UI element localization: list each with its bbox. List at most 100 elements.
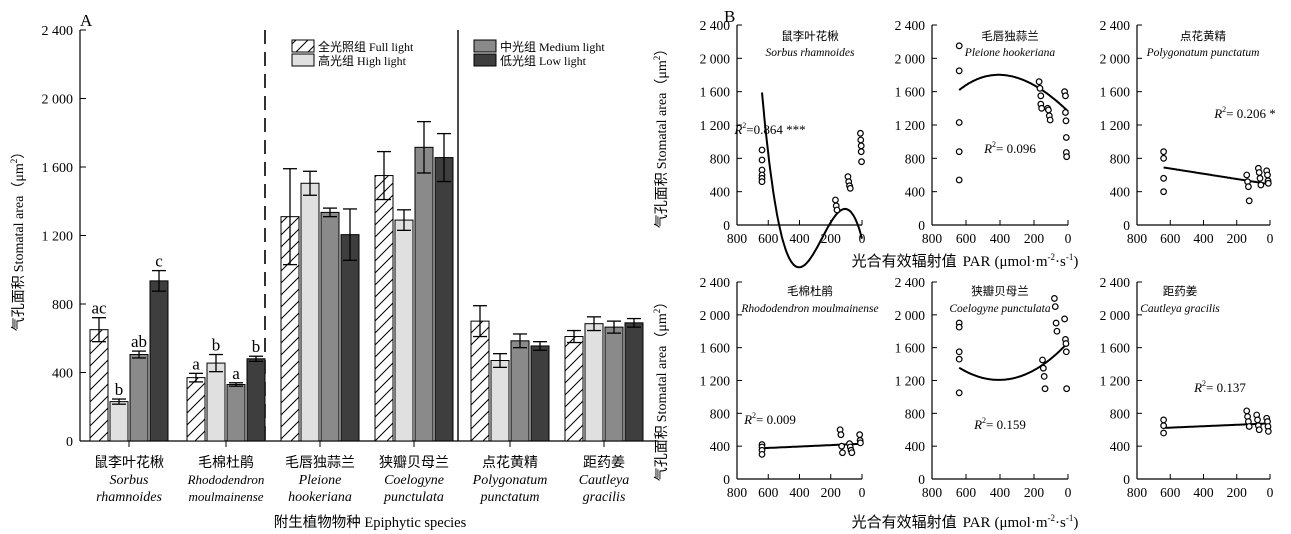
- panel-b: B 气孔面积Stomatal area（μm2） 气孔面积Stomatal ar…: [652, 7, 1276, 531]
- y-tick-label: 2 000: [700, 308, 731, 323]
- x-tick-label: 200: [1227, 485, 1248, 500]
- y-tick-label: 1 600: [895, 85, 926, 100]
- data-point: [1160, 429, 1167, 437]
- data-point: [1160, 148, 1167, 156]
- y-tick-label: 2 000: [700, 51, 731, 66]
- x-tick-label: 800: [1127, 231, 1148, 246]
- significance-letter: c: [155, 252, 163, 271]
- y-tick-label: 0: [918, 218, 925, 233]
- species-latin-genus: Sorbus: [110, 473, 149, 488]
- y-tick-label: 2 400: [895, 275, 926, 290]
- data-point: [857, 129, 864, 137]
- panel-a-ylabel: 气孔面积Stomatal area（μm2）: [9, 145, 27, 331]
- x-tick-label: 800: [727, 231, 748, 246]
- data-point: [1062, 134, 1070, 141]
- y-tick-label: 1 200: [1100, 374, 1131, 389]
- data-point: [758, 146, 766, 154]
- significance-letter: b: [212, 336, 221, 355]
- scatter-subplot: 0 400 800 1 200 1 600 2 000 2 400 800 600 400 200 0…: [700, 275, 879, 500]
- x-tick-label: 600: [1160, 231, 1181, 246]
- r-squared-label: R2= 0.096: [983, 140, 1036, 156]
- data-point: [955, 389, 963, 397]
- fit-curve: [1163, 422, 1270, 429]
- species-latin-label: Sorbus rhamnoides: [766, 47, 855, 59]
- data-point: [1245, 197, 1253, 205]
- y-tick-label: 1 200: [700, 374, 731, 389]
- x-tick-label: 600: [758, 485, 779, 500]
- species-cn-label: 毛棉杜鹃: [198, 454, 254, 471]
- species-cn-label: 鼠李叶花楸: [94, 455, 164, 471]
- species-latin-genus: Polygonatum: [472, 473, 548, 488]
- species-cn-label: 距药姜: [1163, 284, 1198, 298]
- fit-curve: [1163, 166, 1271, 186]
- significance-letter: ac: [91, 299, 107, 318]
- data-point: [955, 42, 963, 50]
- legend-label-full: 全光照组 Full light: [318, 39, 414, 54]
- bar: [624, 322, 644, 442]
- scatter-subplot: 0 400 800 1 200 1 600 2 000 2 400 800 600 400 200 0…: [895, 275, 1072, 500]
- data-point: [1063, 153, 1071, 161]
- species-latin-epithet: rhamnoides: [96, 490, 162, 505]
- species-latin-genus: Rhododendron: [187, 472, 265, 487]
- fit-curve: [958, 73, 1069, 113]
- significance-letter: a: [192, 354, 200, 373]
- y-tick-label: 2 000: [42, 93, 74, 108]
- bar: [490, 360, 510, 442]
- data-point: [1039, 356, 1046, 364]
- y-tick-label: 400: [905, 185, 926, 200]
- bar: [129, 354, 149, 442]
- data-point: [1264, 171, 1271, 179]
- legend-swatch-high: [291, 53, 315, 67]
- bar: [394, 219, 414, 442]
- data-point: [839, 449, 846, 457]
- species-latin-epithet: gracilis: [583, 490, 626, 505]
- y-tick-label: 2 400: [895, 18, 926, 33]
- y-tick-label: 0: [723, 218, 730, 233]
- data-point: [1160, 174, 1167, 182]
- y-tick-label: 800: [710, 151, 731, 166]
- y-tick-label: 0: [1123, 218, 1130, 233]
- data-point: [833, 206, 841, 214]
- x-tick-label: 600: [956, 485, 977, 500]
- r-squared-label: R2= 0.009: [743, 411, 796, 427]
- y-tick-label: 400: [52, 367, 73, 382]
- bar: [510, 340, 530, 442]
- x-tick-label: 0: [859, 485, 866, 500]
- species-latin-label: Rhododendron moulmainense: [740, 303, 878, 315]
- x-tick-label: 400: [789, 485, 810, 500]
- y-tick-label: 1 600: [1100, 341, 1131, 356]
- species-cn-label: 狭瓣贝母兰: [379, 455, 449, 471]
- y-tick-label: 400: [1110, 439, 1131, 454]
- data-point: [837, 431, 845, 439]
- data-point: [857, 136, 865, 144]
- data-point: [1036, 84, 1044, 92]
- panel-b-xlabel-top: 光合有效辐射值 PAR (μmol·m-2·s-1): [852, 252, 1079, 270]
- bar: [604, 326, 624, 442]
- bar: [186, 377, 206, 442]
- bar: [246, 358, 266, 442]
- species-cn-label: 距药姜: [583, 455, 625, 471]
- data-point: [758, 178, 766, 186]
- data-point: [1062, 109, 1069, 116]
- y-tick-label: 2 000: [895, 51, 926, 66]
- data-point: [1051, 303, 1059, 311]
- y-tick-label: 2 400: [700, 18, 731, 33]
- y-tick-label: 800: [1110, 151, 1131, 166]
- legend-swatch-low: [473, 53, 497, 67]
- data-point: [857, 142, 865, 150]
- y-tick-label: 800: [1110, 406, 1131, 421]
- species-cn-label: 毛棉杜鹃: [787, 284, 833, 298]
- data-point: [856, 431, 864, 439]
- species-latin-genus: Pleione: [298, 473, 342, 488]
- y-tick-label: 1 200: [700, 118, 731, 133]
- data-point: [1062, 340, 1070, 347]
- data-point: [1045, 106, 1052, 114]
- bar: [584, 323, 604, 442]
- y-tick-label: 800: [905, 151, 926, 166]
- data-point: [1245, 423, 1253, 430]
- y-tick-label: 800: [905, 406, 926, 421]
- data-point: [1256, 174, 1264, 182]
- data-point: [758, 156, 766, 164]
